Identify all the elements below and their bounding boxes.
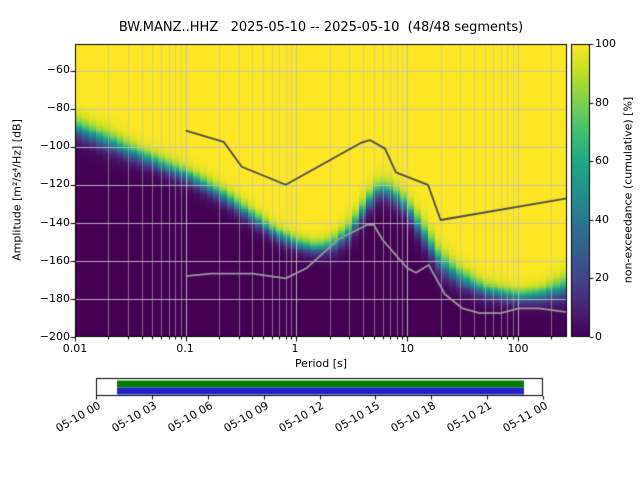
x-tick-label: 0.1 xyxy=(176,342,194,355)
plot-title: BW.MANZ..HHZ 2025-05-10 -- 2025-05-10 (4… xyxy=(118,20,524,35)
x-tick-label: 1 xyxy=(291,342,299,355)
y-tick-label: −140 xyxy=(39,216,70,229)
x-tick-label: 10 xyxy=(400,342,414,355)
colorbar-tick-label: 0 xyxy=(595,330,602,343)
colorbar-tick-label: 20 xyxy=(595,271,609,284)
colorbar-label: non-exceedance (cumulative) [%] xyxy=(621,96,635,284)
colorbar-tick-label: 40 xyxy=(595,213,609,226)
colorbar-tick-label: 100 xyxy=(595,37,616,50)
y-tick-label: −120 xyxy=(39,177,70,190)
x-axis-label: Period [s] xyxy=(294,357,348,370)
y-tick-label: −160 xyxy=(39,254,70,267)
y-tick-label: −180 xyxy=(39,292,70,305)
x-tick-label: 0.01 xyxy=(62,342,88,355)
y-tick-label: −60 xyxy=(46,63,70,76)
y-axis-label: Amplitude [m²/s⁴/Hz] [dB] xyxy=(10,119,24,261)
y-tick-label: −80 xyxy=(46,101,70,114)
y-tick-label: −100 xyxy=(39,139,70,152)
y-tick-label: −200 xyxy=(39,330,70,343)
x-tick-label: 100 xyxy=(507,342,529,355)
colorbar-tick-label: 80 xyxy=(595,96,609,109)
colorbar-tick-label: 60 xyxy=(595,154,609,167)
